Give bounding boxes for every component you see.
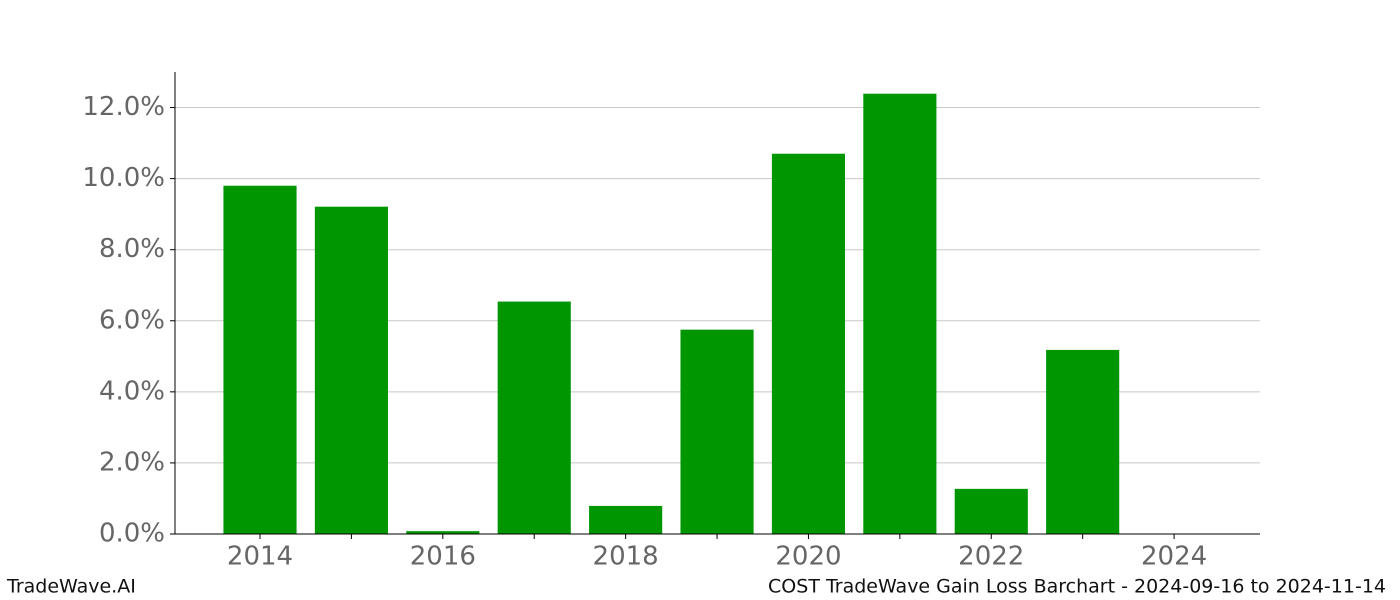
y-tick-label: 12.0% bbox=[82, 92, 165, 122]
bar bbox=[223, 185, 297, 534]
x-tick-label: 2018 bbox=[593, 542, 659, 572]
x-tick-label: 2022 bbox=[958, 542, 1024, 572]
bar bbox=[680, 329, 754, 534]
bar bbox=[589, 505, 663, 534]
y-tick-label: 8.0% bbox=[99, 234, 165, 264]
bar bbox=[406, 531, 480, 534]
x-tick-label: 2020 bbox=[775, 542, 841, 572]
chart-title: COST TradeWave Gain Loss Barchart - 2024… bbox=[768, 576, 1386, 598]
y-tick-label: 4.0% bbox=[99, 376, 165, 406]
bar bbox=[954, 488, 1028, 534]
x-tick-label: 2014 bbox=[227, 542, 293, 572]
x-tick-label: 2016 bbox=[410, 542, 476, 572]
bar bbox=[314, 206, 388, 534]
y-tick-label: 10.0% bbox=[82, 163, 165, 193]
y-tick-label: 6.0% bbox=[99, 305, 165, 335]
bar bbox=[771, 153, 846, 534]
brand: TradeWave.AI bbox=[6, 576, 136, 598]
y-tick-label: 2.0% bbox=[99, 447, 165, 477]
bar bbox=[1046, 349, 1120, 534]
bar bbox=[497, 301, 571, 534]
x-tick-label: 2024 bbox=[1141, 542, 1207, 572]
y-tick-label: 0.0% bbox=[99, 519, 165, 549]
bar bbox=[863, 93, 937, 534]
